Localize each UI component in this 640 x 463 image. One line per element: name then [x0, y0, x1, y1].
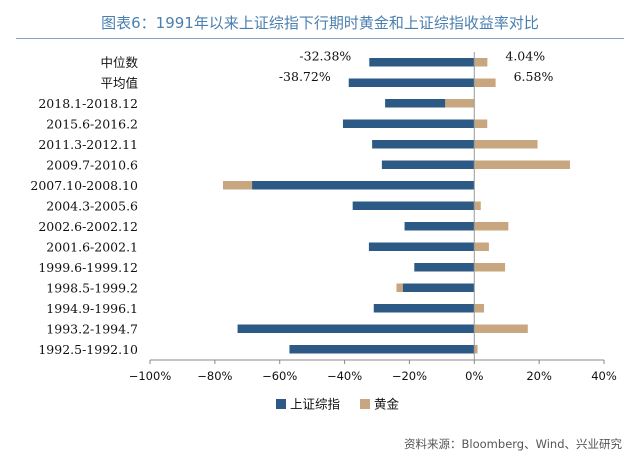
legend-swatch-gold: [360, 399, 370, 409]
x-tick-label: −80%: [197, 369, 232, 383]
title-divider: [16, 38, 624, 39]
legend-swatch-stock: [276, 399, 286, 409]
category-label: 1998.5-1999.2: [46, 280, 138, 295]
category-label: 1992.5-1992.10: [38, 342, 138, 357]
stock-bar: [352, 201, 475, 210]
gold-bar: [474, 201, 481, 210]
stock-bar: [369, 58, 475, 67]
x-tick-label: 20%: [526, 369, 552, 383]
gold-bar: [474, 242, 489, 251]
gold-bar: [474, 78, 496, 87]
gold-bar: [474, 140, 538, 149]
category-label: 中位数: [100, 55, 138, 70]
category-label: 2009.7-2010.6: [46, 157, 138, 172]
x-tick-label: −40%: [327, 369, 362, 383]
stock-bar: [289, 345, 475, 354]
category-label: 2004.3-2005.6: [46, 198, 138, 213]
stock-bar: [372, 140, 475, 149]
gold-bar: [474, 58, 488, 67]
stock-bar: [348, 78, 475, 87]
gold-bar: [474, 304, 485, 313]
stock-bar: [252, 181, 475, 190]
gold-bar: [474, 160, 570, 169]
category-label: 平均值: [100, 75, 138, 90]
chart-title: 图表6：1991年以来上证综指下行期时黄金和上证综指收益率对比: [101, 14, 539, 32]
stock-bar: [368, 242, 475, 251]
data-label: 4.04%: [505, 48, 545, 63]
source-note: 资料来源：Bloomberg、Wind、兴业研究: [404, 437, 622, 451]
gold-bar: [474, 324, 528, 333]
x-tick-label: −20%: [392, 369, 427, 383]
gold-bar: [474, 119, 488, 128]
gold-bar: [445, 99, 475, 108]
category-label: 2007.10-2008.10: [30, 178, 138, 193]
stock-bar: [342, 119, 475, 128]
data-label: -38.72%: [279, 69, 331, 84]
data-label: -32.38%: [299, 48, 351, 63]
gold-bar: [474, 222, 509, 231]
category-label: 1993.2-1994.7: [46, 321, 138, 336]
stock-bar: [373, 304, 475, 313]
stock-bar: [385, 99, 475, 108]
x-tick-label: 0%: [465, 369, 483, 383]
stock-bar: [237, 324, 475, 333]
gold-bar: [474, 345, 478, 354]
category-label: 2015.6-2016.2: [46, 116, 138, 131]
stock-bar: [404, 222, 475, 231]
stock-bar: [402, 283, 475, 292]
category-label: 2018.1-2018.12: [38, 96, 138, 111]
category-label: 1999.6-1999.12: [38, 260, 138, 275]
stock-bar: [414, 263, 475, 272]
gold-bar: [474, 263, 506, 272]
x-tick-label: 40%: [591, 369, 617, 383]
category-label: 2002.6-2002.12: [38, 219, 138, 234]
category-label: 2011.3-2012.11: [38, 137, 138, 152]
data-label: 6.58%: [514, 69, 554, 84]
category-label: 1994.9-1996.1: [46, 301, 138, 316]
legend-label-stock: 上证综指: [290, 397, 340, 412]
stock-bar: [381, 160, 475, 169]
x-tick-label: −60%: [262, 369, 297, 383]
x-tick-label: −100%: [129, 369, 172, 383]
category-label: 2001.6-2002.1: [46, 239, 138, 254]
legend-label-gold: 黄金: [374, 397, 400, 412]
